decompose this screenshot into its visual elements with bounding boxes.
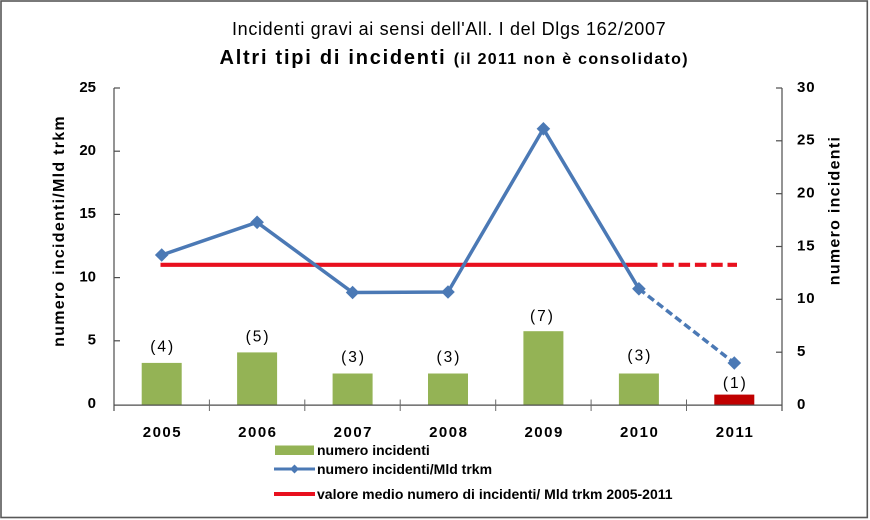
svg-text:2008: 2008 — [429, 424, 468, 441]
svg-text:15: 15 — [79, 205, 96, 222]
svg-text:2006: 2006 — [238, 424, 277, 441]
svg-text:2010: 2010 — [620, 424, 659, 441]
svg-text:(7): (7) — [530, 308, 555, 325]
svg-text:25: 25 — [797, 132, 816, 149]
svg-text:numero incidenti: numero incidenti — [827, 136, 844, 285]
svg-text:numero incidenti/Mld trkm: numero incidenti/Mld trkm — [51, 115, 68, 347]
svg-text:2007: 2007 — [334, 424, 373, 441]
svg-text:numero incidenti/Mld trkm: numero incidenti/Mld trkm — [317, 461, 492, 477]
svg-text:(3): (3) — [627, 348, 652, 365]
svg-text:2005: 2005 — [143, 424, 182, 441]
svg-text:0: 0 — [88, 395, 96, 412]
svg-text:(5): (5) — [246, 329, 271, 346]
svg-text:(1): (1) — [723, 375, 748, 392]
svg-text:Incidenti gravi ai sensi dell': Incidenti gravi ai sensi dell'All. I del… — [232, 19, 666, 39]
svg-text:20: 20 — [797, 185, 816, 202]
svg-text:5: 5 — [797, 343, 806, 360]
svg-text:5: 5 — [88, 332, 96, 349]
svg-text:(3): (3) — [341, 349, 366, 366]
svg-text:0: 0 — [797, 396, 806, 413]
svg-text:2011: 2011 — [716, 424, 755, 441]
svg-text:10: 10 — [79, 268, 96, 285]
svg-text:(3): (3) — [437, 349, 462, 366]
svg-text:2009: 2009 — [524, 424, 563, 441]
svg-text:(4): (4) — [150, 339, 175, 356]
svg-text:valore medio numero di inciden: valore medio numero di incidenti/ Mld tr… — [317, 486, 673, 502]
svg-text:numero incidenti: numero incidenti — [317, 442, 430, 458]
svg-text:10: 10 — [797, 290, 816, 307]
svg-text:Altri tipi di incidenti (il 20: Altri tipi di incidenti (il 2011 non è c… — [220, 47, 689, 69]
svg-text:25: 25 — [79, 79, 96, 96]
svg-text:15: 15 — [797, 237, 816, 254]
svg-text:20: 20 — [79, 142, 96, 159]
svg-text:30: 30 — [797, 79, 816, 96]
